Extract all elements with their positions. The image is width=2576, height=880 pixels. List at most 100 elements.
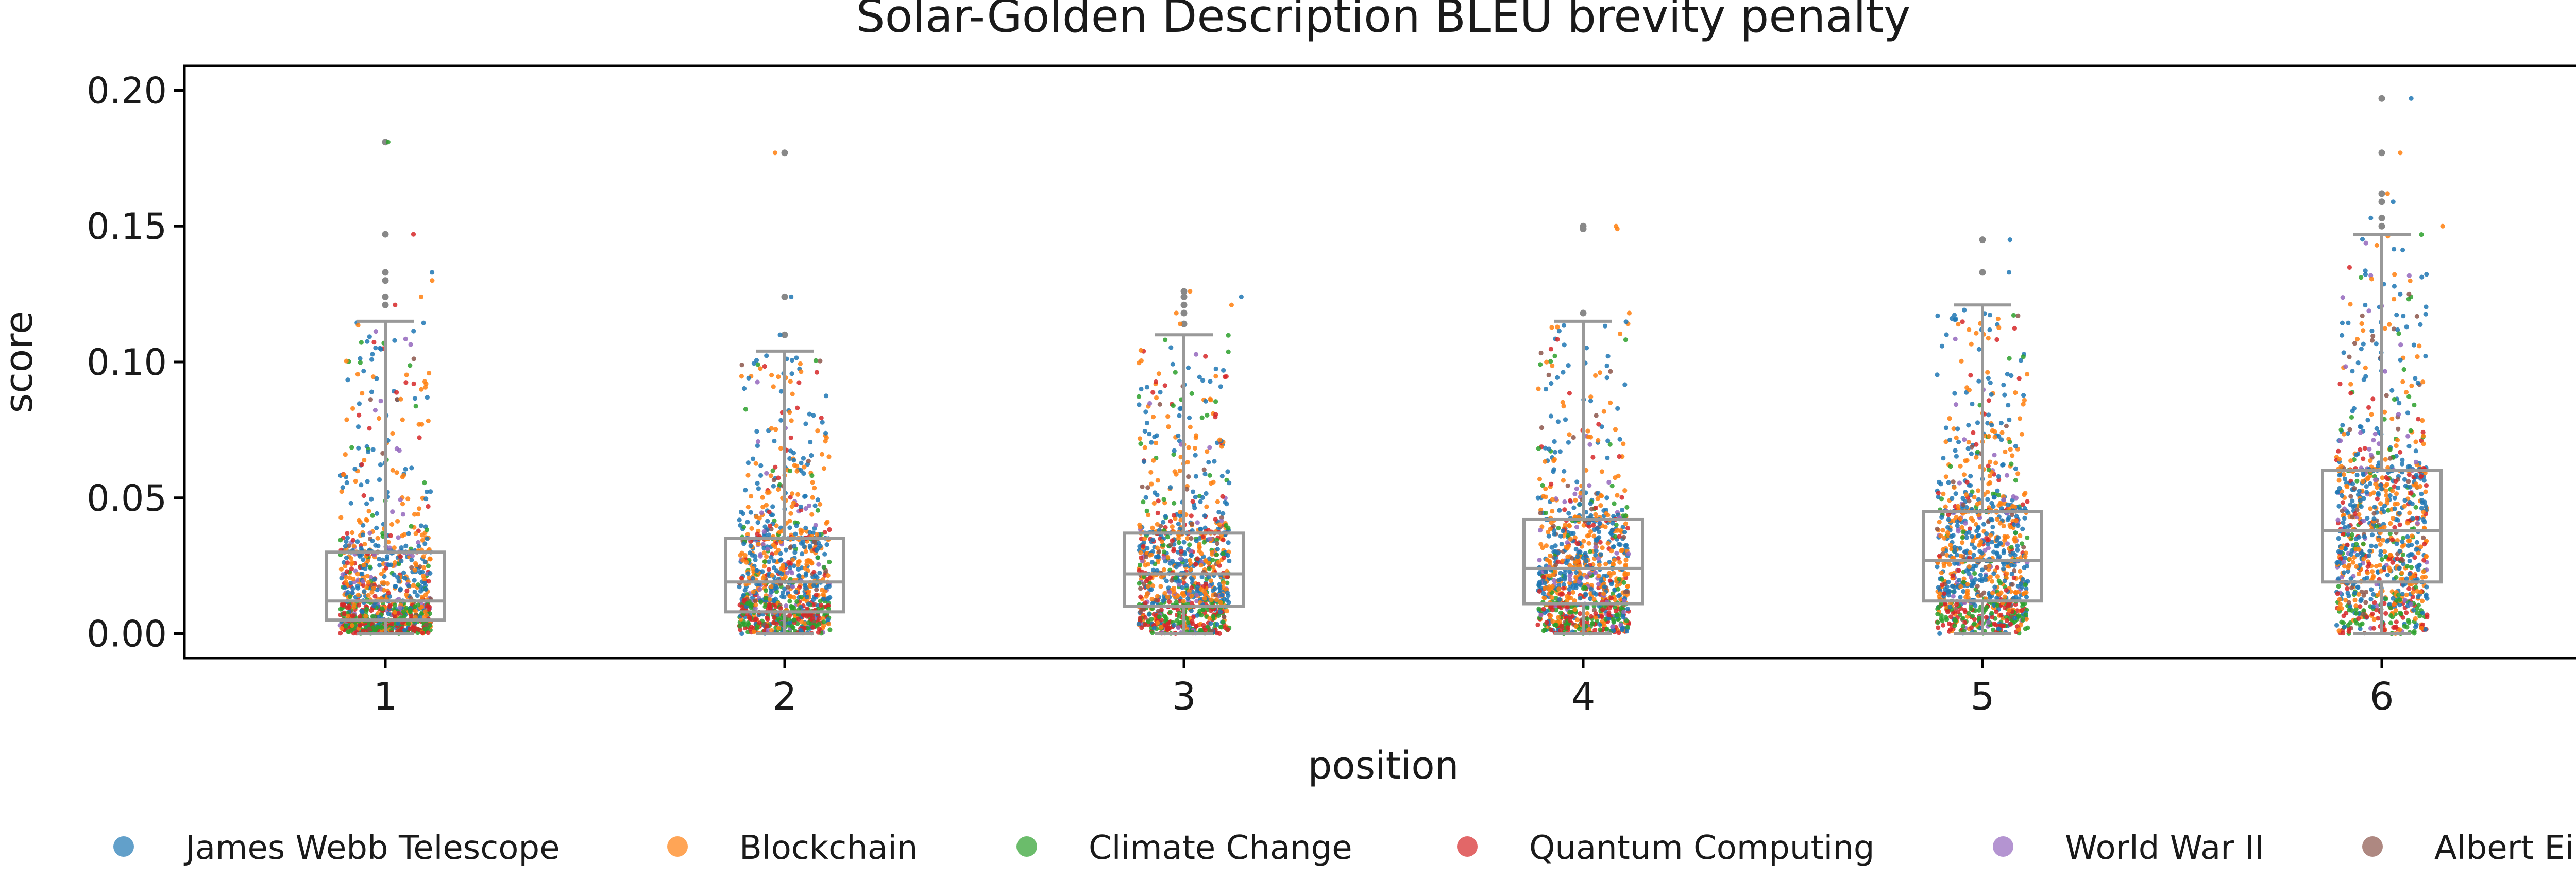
data-point bbox=[356, 602, 362, 608]
data-point bbox=[2019, 432, 2025, 437]
data-point bbox=[1560, 400, 1565, 405]
data-point bbox=[1204, 491, 1209, 496]
data-point bbox=[338, 607, 343, 612]
data-point bbox=[425, 603, 430, 609]
data-point bbox=[349, 445, 354, 450]
data-point bbox=[810, 616, 815, 621]
data-point bbox=[428, 557, 433, 562]
data-point bbox=[762, 564, 767, 569]
data-point bbox=[2338, 438, 2343, 443]
data-point bbox=[350, 590, 355, 596]
data-point bbox=[1994, 516, 2000, 522]
data-point bbox=[2370, 396, 2376, 402]
data-point bbox=[1559, 623, 1564, 628]
data-point bbox=[1625, 583, 1630, 589]
data-point bbox=[1974, 528, 1979, 533]
data-point bbox=[1161, 497, 1166, 502]
data-point bbox=[1161, 543, 1166, 548]
data-point bbox=[2017, 416, 2023, 421]
data-point bbox=[2010, 550, 2016, 556]
data-point bbox=[1562, 499, 1567, 505]
data-point bbox=[381, 581, 386, 586]
data-point bbox=[2362, 446, 2367, 451]
data-point bbox=[1548, 526, 1553, 531]
data-point bbox=[1967, 327, 1972, 332]
data-point bbox=[1960, 624, 1965, 629]
data-point bbox=[737, 584, 742, 590]
data-point bbox=[765, 519, 770, 524]
data-point bbox=[1623, 572, 1628, 577]
data-point bbox=[1155, 478, 1160, 483]
data-point bbox=[1618, 528, 1623, 533]
data-point bbox=[1217, 582, 1222, 587]
data-point bbox=[1940, 618, 1945, 623]
data-point bbox=[1995, 603, 2000, 608]
data-point bbox=[745, 571, 751, 576]
data-point bbox=[1596, 422, 1601, 427]
data-point bbox=[1222, 597, 1227, 602]
data-point bbox=[355, 424, 361, 429]
data-point bbox=[1960, 496, 1965, 501]
data-point bbox=[1161, 555, 1166, 560]
data-point bbox=[1187, 415, 1192, 421]
data-point bbox=[745, 601, 750, 606]
data-point bbox=[1189, 522, 1194, 527]
data-point bbox=[1611, 619, 1616, 625]
data-point bbox=[1612, 587, 1617, 592]
data-point bbox=[1184, 558, 1189, 563]
data-point bbox=[1588, 399, 1594, 404]
data-point bbox=[411, 381, 416, 387]
data-point bbox=[1594, 413, 1599, 418]
data-point bbox=[791, 458, 796, 463]
data-point bbox=[1962, 620, 1968, 625]
data-point bbox=[1221, 555, 1226, 560]
data-point bbox=[1603, 561, 1608, 566]
data-point bbox=[789, 418, 794, 423]
data-point bbox=[1614, 583, 1619, 588]
data-point bbox=[1964, 590, 1970, 595]
data-point bbox=[344, 480, 349, 486]
data-point bbox=[1195, 520, 1200, 525]
data-point bbox=[1572, 491, 1578, 496]
data-point bbox=[788, 495, 793, 500]
data-point bbox=[412, 604, 417, 609]
data-point bbox=[2345, 431, 2350, 436]
data-point bbox=[788, 565, 793, 570]
data-point bbox=[749, 602, 754, 608]
data-point bbox=[1974, 563, 1979, 568]
data-point bbox=[1612, 558, 1617, 563]
data-point bbox=[1221, 619, 1226, 625]
data-point bbox=[1550, 619, 1555, 624]
data-point bbox=[1964, 385, 1970, 390]
data-point bbox=[1939, 601, 1944, 607]
data-point bbox=[1543, 569, 1548, 575]
data-point bbox=[1208, 379, 1213, 384]
data-point bbox=[1150, 525, 1155, 530]
data-point bbox=[788, 511, 793, 516]
data-point bbox=[1575, 541, 1580, 546]
data-point bbox=[385, 140, 391, 145]
data-point bbox=[1943, 586, 1948, 592]
data-point bbox=[1185, 460, 1190, 465]
data-point bbox=[1618, 331, 1623, 337]
data-point bbox=[2013, 530, 2019, 536]
data-point bbox=[1150, 601, 1155, 606]
data-point bbox=[818, 602, 824, 608]
data-point bbox=[1162, 549, 1167, 555]
data-point bbox=[1538, 350, 1544, 356]
data-point bbox=[1606, 612, 1612, 617]
data-point bbox=[2024, 564, 2029, 569]
data-point bbox=[1626, 551, 1631, 557]
data-point bbox=[1195, 589, 1200, 594]
data-point bbox=[1570, 590, 1575, 595]
data-point bbox=[1967, 611, 1972, 616]
data-point bbox=[1213, 516, 1218, 522]
data-point bbox=[1155, 510, 1160, 516]
data-point bbox=[1139, 536, 1144, 541]
data-point bbox=[753, 602, 758, 608]
data-point bbox=[2024, 595, 2029, 600]
data-point bbox=[1176, 521, 1181, 527]
data-point bbox=[1615, 226, 1620, 232]
data-point bbox=[405, 496, 411, 502]
